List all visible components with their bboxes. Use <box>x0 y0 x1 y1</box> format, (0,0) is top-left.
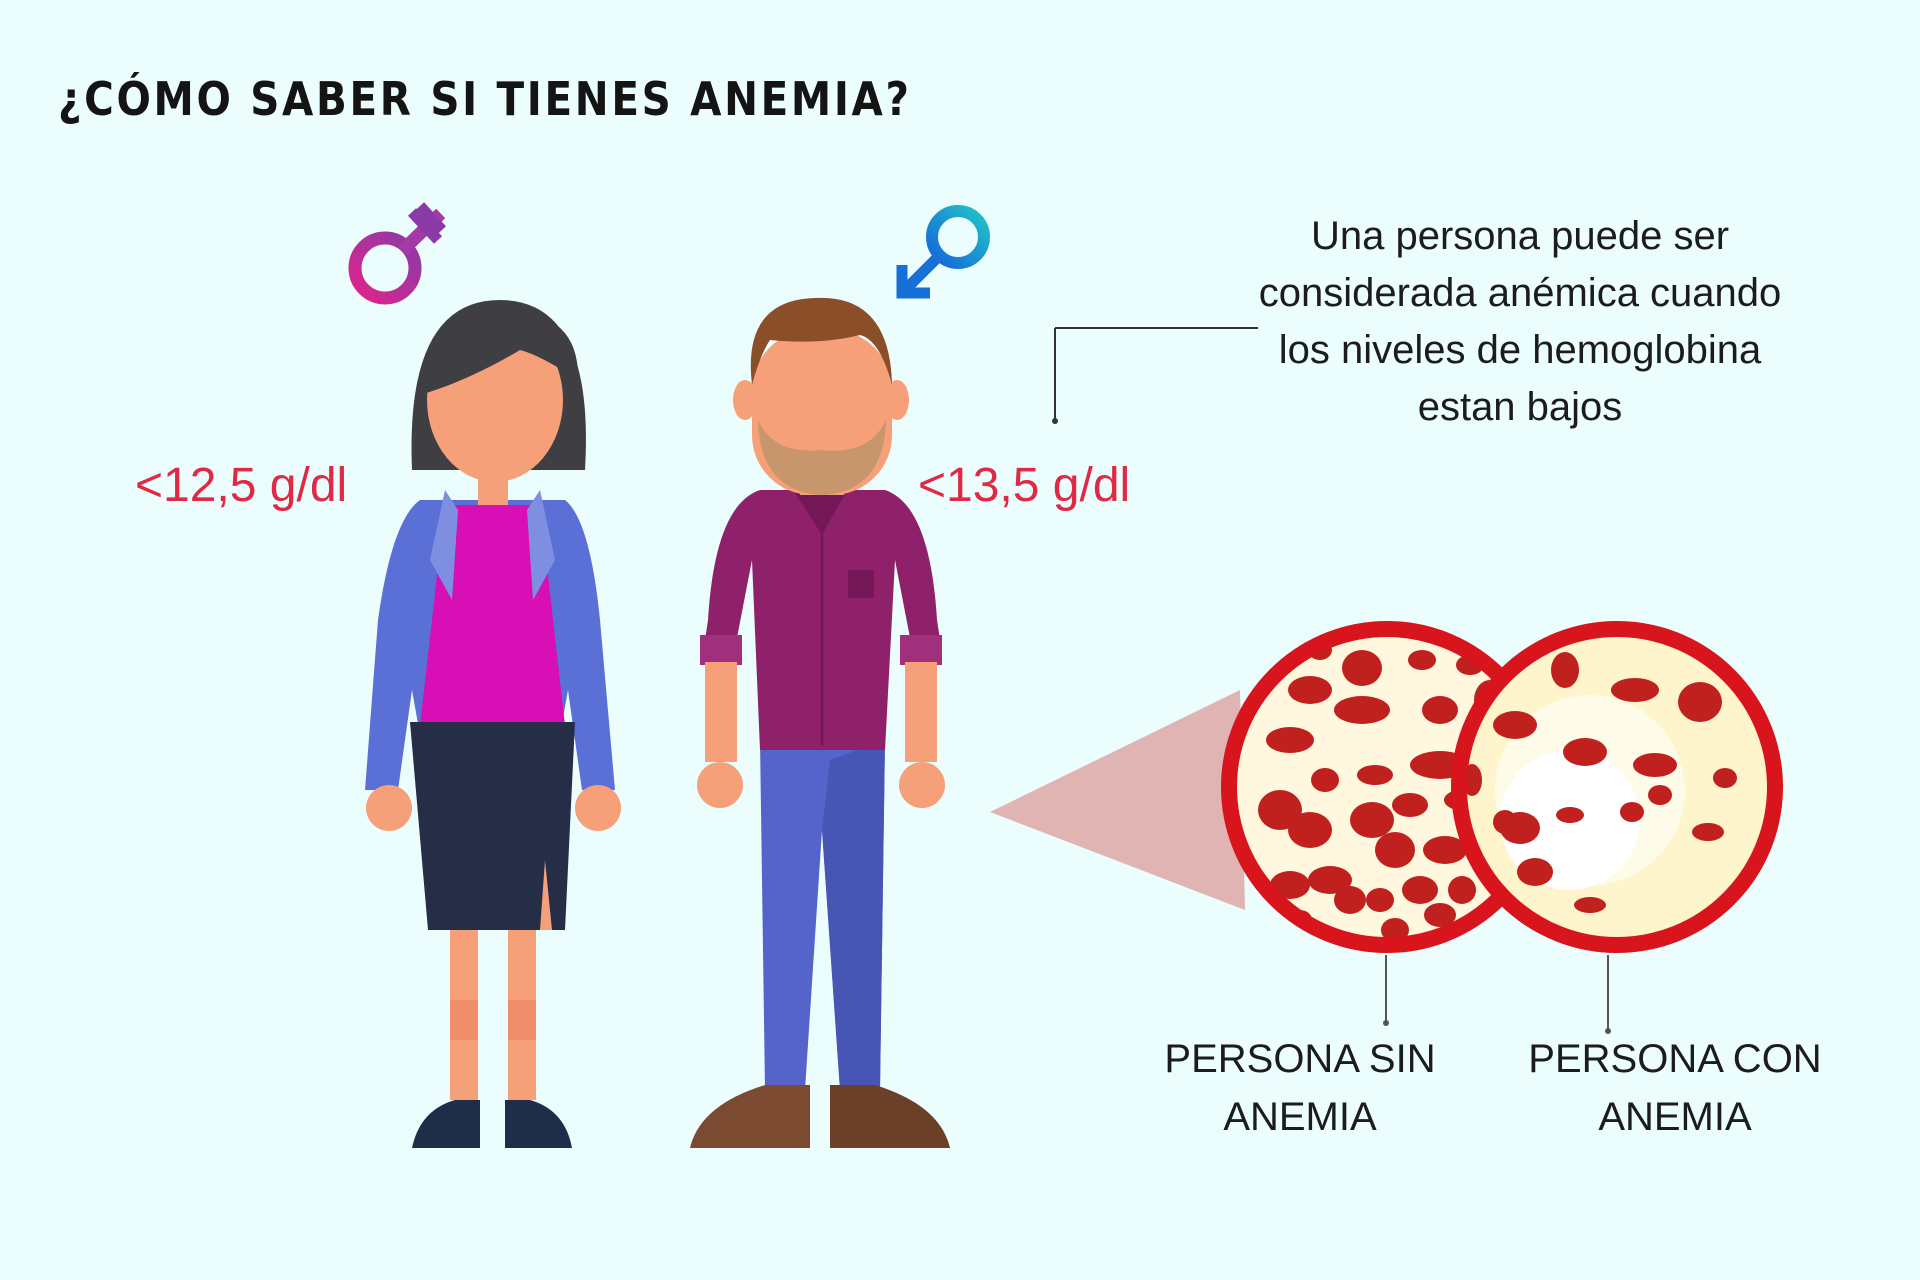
anemic-blood-sample <box>1451 621 1783 953</box>
male-threshold: <13,5 g/dl <box>918 459 1131 512</box>
woman-figure <box>365 300 621 1148</box>
anemic-caption: PERSONA CON ANEMIA <box>1528 1037 1822 1139</box>
healthy-blood-sample <box>1221 621 1553 953</box>
magnifier-cone <box>990 690 1245 910</box>
man-figure <box>690 297 950 1148</box>
male-symbol-icon <box>896 205 990 299</box>
definition-text: Una persona puede ser considerada anémic… <box>1258 214 1782 429</box>
page-title: ¿CÓMO SABER SI TIENES ANEMIA? <box>58 72 912 126</box>
caption-pointers <box>1383 955 1611 1034</box>
definition-connector <box>1052 327 1258 424</box>
healthy-caption: PERSONA SIN ANEMIA <box>1164 1037 1436 1139</box>
female-threshold: <12,5 g/dl <box>135 459 348 512</box>
female-symbol-icon <box>348 202 447 305</box>
